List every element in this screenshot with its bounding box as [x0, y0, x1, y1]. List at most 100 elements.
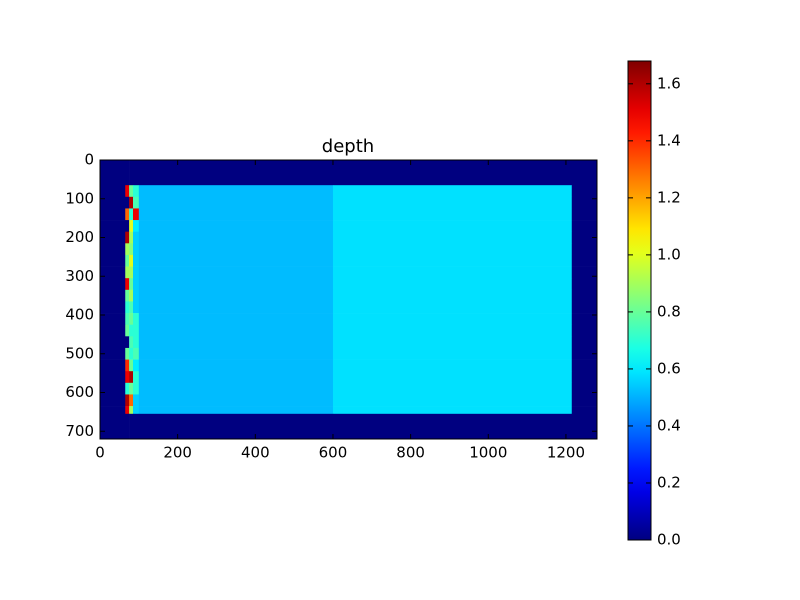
heatmap-cell	[332, 289, 573, 302]
heatmap-cell	[571, 243, 598, 256]
heatmap-cell	[332, 324, 573, 337]
heatmap-cell	[138, 220, 334, 232]
heatmap-cell	[129, 160, 134, 186]
heatmap-cell	[125, 231, 130, 244]
y-tick-label: 0	[84, 151, 94, 169]
heatmap-cell	[571, 324, 598, 337]
heatmap-cell	[133, 254, 140, 267]
colorbar-tick-label: 0.2	[657, 473, 681, 491]
heatmap-cell	[332, 160, 573, 186]
heatmap-cell	[129, 254, 134, 267]
heatmap-cell	[571, 220, 598, 232]
heatmap-cell	[571, 413, 598, 440]
y-tick-label: 500	[65, 344, 94, 362]
heatmap-cell	[129, 382, 134, 395]
chart-title: depth	[322, 136, 374, 157]
heatmap-cell	[129, 313, 134, 325]
heatmap-cell	[571, 371, 598, 384]
heatmap-cell	[138, 347, 334, 360]
heatmap-cell	[571, 394, 598, 407]
heatmap-cell	[138, 278, 334, 291]
heatmap-cell	[129, 301, 134, 314]
heatmap-cell	[125, 160, 130, 186]
x-tick-label: 1000	[469, 444, 507, 462]
heatmap-cell	[133, 243, 140, 256]
heatmap-cell	[133, 371, 140, 384]
heatmap-cell	[332, 371, 573, 384]
heatmap-cell	[100, 208, 126, 221]
heatmap-cell	[138, 413, 334, 440]
heatmap-cell	[125, 347, 130, 360]
heatmap-cell	[571, 160, 598, 186]
heatmap-cell	[100, 382, 126, 395]
heatmap-cell	[129, 185, 134, 198]
heatmap-cell	[129, 231, 134, 244]
heatmap-cell	[133, 324, 140, 337]
heatmap-cell	[125, 394, 130, 407]
heatmap-cell	[332, 394, 573, 407]
heatmap-cell	[571, 406, 598, 415]
x-tick-label: 1200	[547, 444, 585, 462]
heatmap-cell	[138, 336, 334, 349]
heatmap-cell	[129, 196, 134, 209]
colorbar-tick-label: 0.8	[657, 302, 681, 320]
heatmap-cell	[332, 301, 573, 314]
heatmap-cell	[100, 243, 126, 256]
heatmap-cell	[571, 301, 598, 314]
plot-frame	[99, 159, 598, 440]
heatmap-cell	[138, 289, 334, 302]
y-tick-label: 600	[65, 383, 94, 401]
heatmap-cell	[332, 208, 573, 221]
heatmap-cell	[125, 324, 130, 337]
heatmap-cell	[332, 313, 573, 325]
x-tick-label: 400	[241, 444, 270, 462]
heatmap-cell	[100, 406, 126, 415]
heatmap-cell	[125, 382, 130, 395]
heatmap-cell	[100, 359, 126, 372]
heatmap-cell	[133, 160, 140, 186]
heatmap-cell	[133, 394, 140, 407]
heatmap-cell	[125, 359, 130, 372]
heatmap-cell	[571, 231, 598, 244]
heatmap-cell	[138, 324, 334, 337]
x-tick-label: 800	[396, 444, 425, 462]
heatmap-cell	[133, 266, 140, 279]
heatmap-cell	[138, 243, 334, 256]
colorbar-tick-label: 0.6	[657, 359, 681, 377]
colorbar-tick-label: 0.0	[657, 531, 681, 549]
heatmap-cell	[332, 382, 573, 395]
heatmap-cell	[129, 394, 134, 407]
heatmap-cell	[125, 313, 130, 325]
heatmap-cell	[125, 301, 130, 314]
heatmap-cell	[571, 359, 598, 372]
colorbar-tick-label: 1.4	[657, 131, 681, 149]
heatmap-cell	[129, 359, 134, 372]
heatmap-cell	[133, 301, 140, 314]
heatmap-cell	[129, 406, 134, 415]
heatmap-cell	[129, 347, 134, 360]
heatmap-cell	[125, 243, 130, 256]
colorbar-tick-label: 1.0	[657, 245, 681, 263]
heatmap-cell	[332, 413, 573, 440]
heatmap-cell	[138, 371, 334, 384]
heatmap-cell	[133, 231, 140, 244]
heatmap-cell	[100, 220, 126, 232]
heatmap-cell	[138, 160, 334, 186]
heatmap-cell	[129, 243, 134, 256]
heatmap-cell	[100, 266, 126, 279]
heatmap-cell	[129, 413, 134, 440]
y-tick-label: 400	[65, 306, 94, 324]
heatmap-cell	[138, 208, 334, 221]
heatmap-cell	[138, 231, 334, 244]
heatmap-cell	[125, 413, 130, 440]
heatmap-cell	[129, 220, 134, 232]
heatmap-cell	[125, 336, 130, 349]
heatmap-cell	[571, 185, 598, 198]
heatmap-cell	[332, 347, 573, 360]
y-tick-label: 700	[65, 422, 94, 440]
heatmap-cell	[125, 266, 130, 279]
heatmap-cell	[129, 278, 134, 291]
colorbar	[627, 60, 652, 541]
